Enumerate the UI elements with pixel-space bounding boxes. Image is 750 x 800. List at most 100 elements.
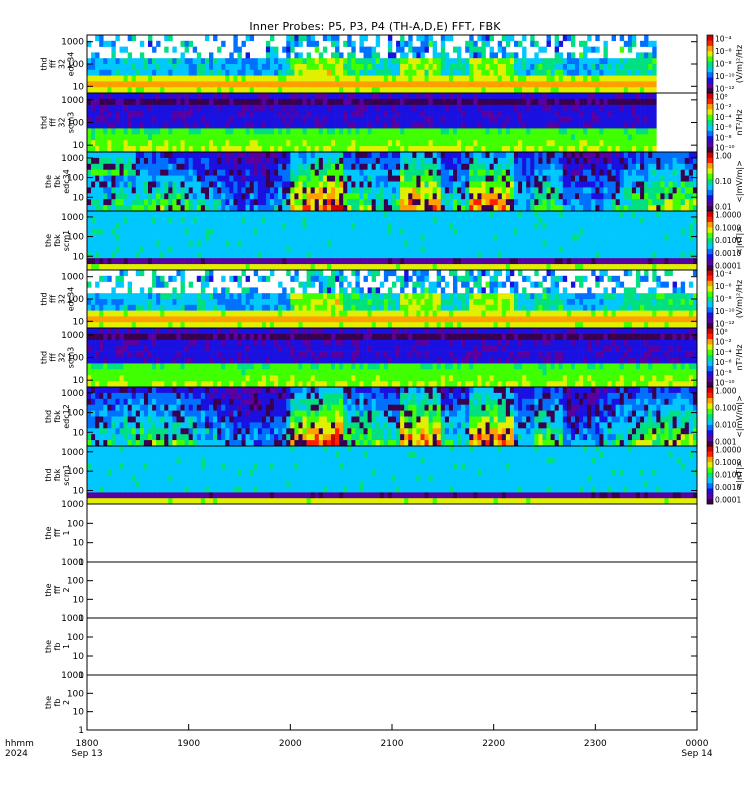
heatmap-cell <box>619 122 625 129</box>
heatmap-cell <box>546 157 551 165</box>
heatmap-cell <box>591 58 596 65</box>
heatmap-cell <box>322 64 328 71</box>
heatmap-cell <box>188 104 194 111</box>
heatmap-cell <box>396 81 401 88</box>
heatmap-cell <box>392 134 397 141</box>
heatmap-cell <box>534 157 539 165</box>
heatmap-cell <box>123 93 128 100</box>
heatmap-cell <box>168 211 173 218</box>
heatmap-cell <box>359 140 364 147</box>
heatmap-cell <box>627 128 633 135</box>
heatmap-cell <box>558 40 564 47</box>
heatmap-cell <box>453 110 458 117</box>
heatmap-cell <box>152 75 157 82</box>
heatmap-cell <box>152 152 157 159</box>
heatmap-cell <box>404 264 409 271</box>
heatmap-cell <box>448 240 454 247</box>
heatmap-cell <box>522 187 527 194</box>
heatmap-cell <box>103 64 108 71</box>
heatmap-cell <box>530 110 535 117</box>
heatmap-cell <box>420 199 425 206</box>
heatmap-cell <box>453 75 458 82</box>
heatmap-cell <box>644 152 649 159</box>
heatmap-cell <box>221 146 226 153</box>
heatmap-cell <box>347 152 352 159</box>
heatmap-cell <box>213 122 218 129</box>
heatmap-cell <box>518 93 523 100</box>
heatmap-cell <box>518 157 523 165</box>
heatmap-cell <box>371 64 377 71</box>
heatmap-cell <box>282 81 287 88</box>
heatmap-cell <box>107 246 112 253</box>
heatmap-cell <box>538 157 543 165</box>
colorbar-swatch <box>707 35 713 41</box>
heatmap-cell <box>575 93 580 100</box>
heatmap-cell <box>95 75 100 82</box>
heatmap-cell <box>631 199 637 206</box>
heatmap-cell <box>518 199 523 206</box>
heatmap-cell <box>229 163 234 170</box>
heatmap-cell <box>575 122 580 129</box>
heatmap-cell <box>99 187 104 194</box>
heatmap-cell <box>111 93 116 100</box>
heatmap-cell <box>387 193 393 200</box>
heatmap-cell <box>603 169 608 176</box>
heatmap-cell <box>196 234 202 241</box>
heatmap-cell <box>363 264 368 271</box>
heatmap-cell <box>387 35 393 42</box>
heatmap-cell <box>91 216 96 224</box>
heatmap-cell <box>477 152 482 159</box>
heatmap-cell <box>595 193 600 200</box>
heatmap-cell <box>583 122 588 129</box>
heatmap-cell <box>363 110 368 117</box>
heatmap-cell <box>550 181 555 188</box>
heatmap-cell <box>636 98 641 106</box>
heatmap-cell <box>387 246 393 253</box>
heatmap-cell <box>294 234 299 241</box>
heatmap-cell <box>156 64 161 71</box>
heatmap-cell <box>213 110 218 117</box>
heatmap-cell <box>351 175 356 182</box>
heatmap-cell <box>249 163 255 170</box>
heatmap-cell <box>591 128 596 135</box>
heatmap-cell <box>302 193 307 200</box>
heatmap-cell <box>294 264 299 271</box>
heatmap-cell <box>213 69 218 76</box>
heatmap-cell <box>91 240 96 247</box>
heatmap-cell <box>444 35 450 42</box>
heatmap-cell <box>465 46 470 53</box>
heatmap-cell <box>310 58 316 65</box>
heatmap-cell <box>465 116 470 123</box>
heatmap-cell <box>286 163 291 170</box>
heatmap-cell <box>229 169 234 176</box>
heatmap-cell <box>623 140 629 147</box>
heatmap-cell <box>306 264 311 271</box>
heatmap-cell <box>534 122 539 129</box>
heatmap-cell <box>400 193 405 200</box>
heatmap-cell <box>127 81 133 88</box>
heatmap-cell <box>583 40 588 47</box>
heatmap-cell <box>623 81 629 88</box>
heatmap-cell <box>221 40 226 47</box>
heatmap-cell <box>367 58 372 65</box>
heatmap-cell <box>111 75 116 82</box>
heatmap-cell <box>225 98 230 106</box>
heatmap-cell <box>420 98 425 106</box>
heatmap-cell <box>648 175 653 182</box>
colorbar-swatch <box>707 109 713 115</box>
heatmap-cell <box>688 175 694 182</box>
heatmap-cell <box>351 122 356 129</box>
heatmap-cell <box>534 128 539 135</box>
heatmap-cell <box>432 187 438 194</box>
heatmap-cell <box>148 252 153 259</box>
heatmap-cell <box>400 69 405 76</box>
heatmap-cell <box>318 110 324 117</box>
heatmap-cell <box>148 246 153 253</box>
heatmap-cell <box>692 169 698 176</box>
heatmap-cell <box>522 46 527 53</box>
heatmap-cell <box>180 104 185 111</box>
heatmap-cell <box>627 116 633 123</box>
heatmap-cell <box>192 134 198 141</box>
heatmap-cell <box>583 93 588 100</box>
heatmap-cell <box>579 110 584 117</box>
